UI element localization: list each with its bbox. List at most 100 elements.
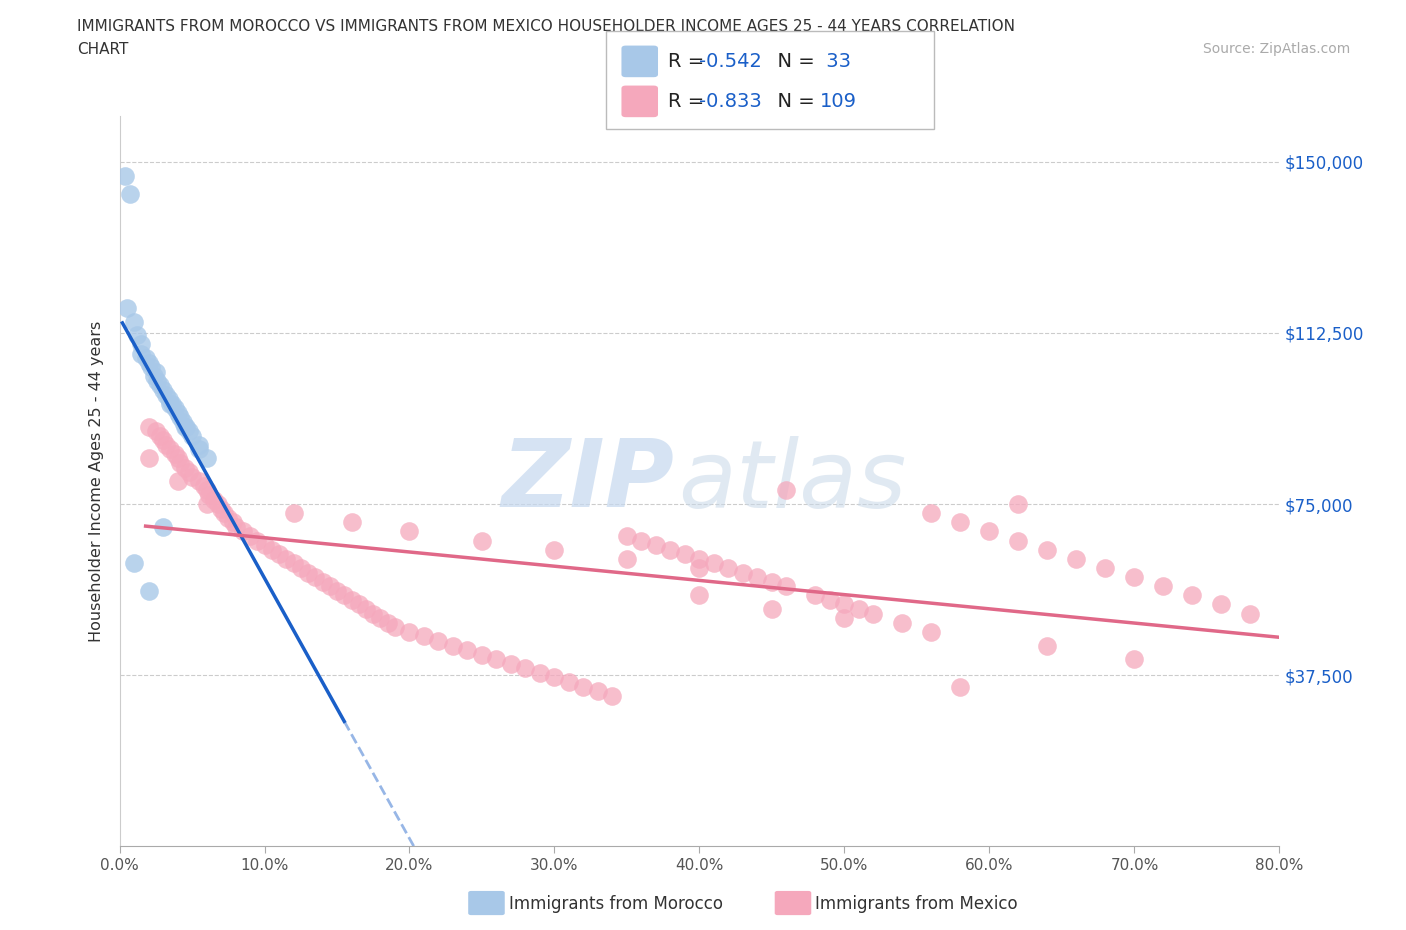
Point (499, 657, 522, 671)
Point (616, 528, 638, 543)
Point (1181, 588, 1204, 603)
Point (188, 473, 211, 489)
Point (260, 542, 283, 557)
Point (179, 465, 201, 480)
Point (149, 378, 172, 392)
Text: 109: 109 (820, 92, 856, 111)
Point (198, 487, 221, 502)
Point (181, 428, 204, 443)
Point (1007, 497, 1029, 512)
Point (138, 419, 160, 434)
Point (761, 602, 783, 617)
Point (169, 410, 191, 425)
Point (645, 538, 668, 552)
Point (543, 542, 565, 557)
Point (456, 643, 478, 658)
Point (221, 515, 243, 530)
Point (202, 492, 225, 507)
Point (804, 588, 827, 603)
Point (166, 405, 188, 420)
Point (689, 561, 711, 576)
Point (138, 451, 160, 466)
Point (747, 570, 769, 585)
Point (129, 346, 152, 361)
Point (427, 633, 450, 648)
Point (731, 565, 754, 580)
Point (290, 561, 312, 576)
Point (326, 583, 349, 598)
Point (398, 624, 420, 639)
Point (152, 520, 174, 535)
Point (232, 524, 254, 538)
Point (239, 528, 262, 543)
Point (159, 442, 181, 457)
Point (122, 314, 145, 329)
Point (225, 520, 247, 535)
Point (159, 396, 181, 411)
Point (398, 524, 420, 538)
Point (1066, 551, 1088, 566)
Point (129, 337, 152, 352)
Point (1211, 597, 1233, 612)
Point (775, 578, 797, 593)
Point (297, 565, 319, 580)
Point (761, 574, 783, 589)
Point (135, 351, 157, 365)
Text: 33: 33 (820, 52, 851, 71)
Point (157, 392, 180, 406)
Point (138, 583, 160, 598)
Point (143, 369, 166, 384)
Point (195, 497, 218, 512)
Point (586, 684, 609, 698)
Point (267, 547, 290, 562)
Point (471, 647, 494, 662)
Point (179, 424, 201, 439)
Point (160, 396, 183, 411)
Point (207, 497, 229, 512)
Text: R =: R = (668, 92, 710, 111)
Point (141, 360, 163, 375)
Point (515, 661, 537, 676)
Point (818, 592, 841, 607)
Point (253, 538, 276, 552)
Point (304, 570, 326, 585)
Point (340, 515, 363, 530)
Text: CHART: CHART (77, 42, 129, 57)
Point (188, 437, 211, 452)
Point (319, 578, 342, 593)
Text: -0.833: -0.833 (699, 92, 762, 111)
Point (1123, 570, 1146, 585)
Point (174, 419, 197, 434)
Point (377, 616, 399, 631)
Point (340, 592, 363, 607)
Point (1007, 533, 1029, 548)
Point (1239, 606, 1261, 621)
Point (413, 629, 436, 644)
Point (891, 616, 914, 631)
Y-axis label: Householder Income Ages 25 - 44 years: Householder Income Ages 25 - 44 years (89, 321, 104, 642)
Point (384, 620, 406, 635)
Point (572, 679, 595, 694)
Point (246, 533, 269, 548)
Point (441, 638, 464, 653)
Point (558, 674, 581, 689)
Text: -0.542: -0.542 (699, 52, 762, 71)
Text: Immigrants from Morocco: Immigrants from Morocco (509, 895, 723, 913)
Point (169, 456, 191, 471)
Point (703, 556, 725, 571)
Text: N =: N = (765, 52, 821, 71)
Point (370, 611, 392, 626)
Point (659, 542, 682, 557)
Point (529, 666, 551, 681)
Point (949, 679, 972, 694)
Point (979, 524, 1001, 538)
Point (152, 432, 174, 447)
Point (283, 506, 305, 521)
Point (195, 451, 218, 466)
Point (173, 419, 195, 434)
Text: ZIP: ZIP (501, 435, 673, 527)
Point (354, 602, 377, 617)
Point (122, 556, 145, 571)
Point (166, 473, 188, 489)
Point (172, 415, 194, 430)
